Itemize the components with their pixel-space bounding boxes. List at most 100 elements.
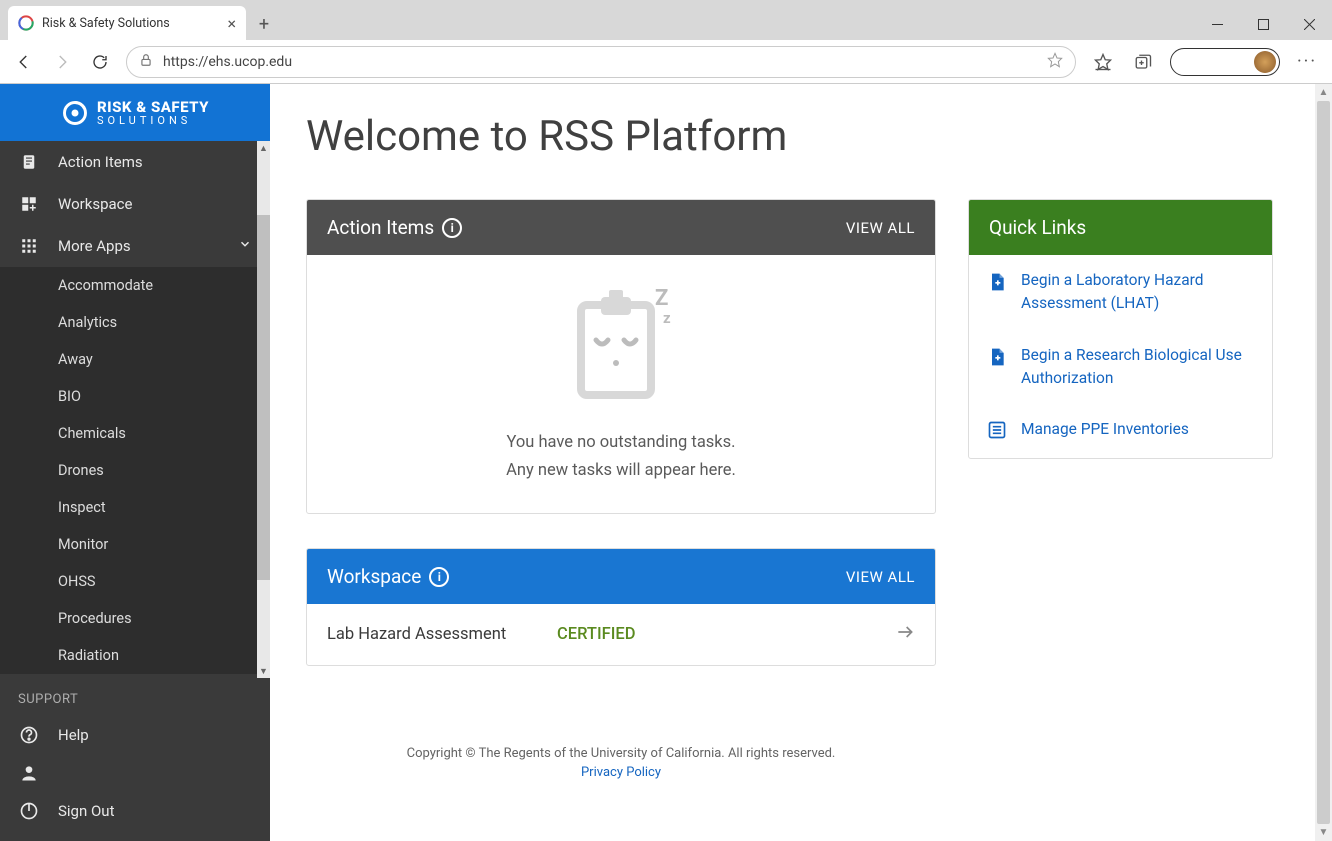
card-title: Action Items: [327, 216, 434, 239]
view-all-button[interactable]: VIEW ALL: [846, 568, 915, 586]
chevron-down-icon: [238, 237, 252, 255]
scroll-up-icon[interactable]: ▲: [257, 141, 270, 155]
empty-line-1: You have no outstanding tasks.: [327, 429, 915, 457]
sidebar-item-label: Sign Out: [58, 802, 114, 820]
sidebar-sub-away[interactable]: Away: [0, 341, 270, 378]
file-add-icon: [987, 346, 1007, 372]
minimize-button[interactable]: [1194, 8, 1240, 40]
view-all-button[interactable]: VIEW ALL: [846, 219, 915, 237]
sidebar-sub-drones[interactable]: Drones: [0, 452, 270, 489]
content: Welcome to RSS Platform Action Items i V…: [270, 84, 1315, 841]
content-wrap: Welcome to RSS Platform Action Items i V…: [270, 84, 1332, 841]
quick-links-card: Quick Links Begin a Laboratory Hazard As…: [968, 199, 1273, 459]
scroll-down-icon[interactable]: ▼: [257, 664, 270, 678]
maximize-button[interactable]: [1240, 8, 1286, 40]
content-scrollbar[interactable]: ▲ ▼: [1315, 84, 1332, 841]
sidebar-scrollbar[interactable]: ▲ ▼: [257, 141, 270, 678]
scrollbar-thumb[interactable]: [257, 215, 270, 580]
address-bar[interactable]: https://ehs.ucop.edu: [126, 46, 1076, 78]
clipboard-icon: [18, 153, 40, 171]
sidebar-sub-radiation[interactable]: Radiation: [0, 637, 270, 674]
scroll-down-icon[interactable]: ▼: [1315, 824, 1332, 841]
workspace-card: Workspace i VIEW ALL Lab Hazard Assessme…: [306, 548, 936, 666]
svg-text:Z: Z: [655, 286, 668, 311]
privacy-link[interactable]: Privacy Policy: [306, 765, 936, 780]
workspace-item-status: CERTIFIED: [557, 625, 895, 644]
workspace-row[interactable]: Lab Hazard Assessment CERTIFIED: [307, 604, 935, 665]
lock-icon: [139, 53, 153, 71]
collections-button[interactable]: [1130, 49, 1156, 75]
quick-link-item[interactable]: Manage PPE Inventories: [969, 404, 1272, 458]
apps-grid-icon: [18, 237, 40, 255]
scroll-up-icon[interactable]: ▲: [1315, 84, 1332, 101]
sidebar-item-label: Action Items: [58, 153, 143, 171]
sidebar-sub-bio[interactable]: BIO: [0, 378, 270, 415]
sidebar-item-help[interactable]: Help: [0, 713, 270, 757]
app-container: RISK & SAFETY SOLUTIONS Action Items Wor…: [0, 84, 1332, 841]
sidebar-support: SUPPORT Help Sign Out: [0, 678, 270, 841]
empty-line-2: Any new tasks will appear here.: [327, 457, 915, 485]
action-items-empty: Z z You have no outstanding tasks. Any n…: [307, 255, 935, 513]
sidebar-sub-accommodate[interactable]: Accommodate: [0, 267, 270, 304]
sidebar-item-action-items[interactable]: Action Items: [0, 141, 270, 183]
favorite-icon[interactable]: [1047, 52, 1063, 72]
info-icon[interactable]: i: [442, 218, 462, 238]
brand-header[interactable]: RISK & SAFETY SOLUTIONS: [0, 84, 270, 141]
favorites-button[interactable]: [1090, 49, 1116, 75]
sidebar-sub-ohss[interactable]: OHSS: [0, 563, 270, 600]
brand-text: RISK & SAFETY SOLUTIONS: [97, 100, 209, 126]
window-controls: [1194, 8, 1332, 40]
svg-text:z: z: [663, 309, 671, 327]
quick-link-label[interactable]: Manage PPE Inventories: [1021, 418, 1189, 441]
card-title: Workspace: [327, 565, 421, 588]
quick-link-label[interactable]: Begin a Research Biological Use Authoriz…: [1021, 344, 1254, 391]
new-tab-button[interactable]: +: [250, 10, 278, 38]
workspace-header: Workspace i VIEW ALL: [307, 549, 935, 604]
sleeping-clipboard-icon: Z z: [551, 275, 691, 415]
refresh-button[interactable]: [88, 50, 112, 74]
quick-links-header: Quick Links: [969, 200, 1272, 255]
tab-favicon-icon: [18, 15, 34, 31]
sidebar-item-label: Workspace: [58, 195, 132, 213]
quick-link-label[interactable]: Begin a Laboratory Hazard Assessment (LH…: [1021, 269, 1254, 316]
sidebar-item-label: Help: [58, 726, 89, 744]
tab-title: Risk & Safety Solutions: [42, 16, 170, 31]
menu-button[interactable]: ···: [1294, 49, 1320, 75]
forward-button[interactable]: [50, 50, 74, 74]
scrollbar-thumb[interactable]: [1317, 101, 1330, 824]
sidebar-item-workspace[interactable]: Workspace: [0, 183, 270, 225]
sidebar-item-signout[interactable]: Sign Out: [0, 789, 270, 833]
support-label: SUPPORT: [0, 678, 270, 713]
sidebar-subsection: Accommodate Analytics Away BIO Chemicals…: [0, 267, 270, 674]
workspace-item-name: Lab Hazard Assessment: [327, 623, 557, 646]
file-add-icon: [987, 271, 1007, 297]
sidebar-item-label: More Apps: [58, 237, 131, 255]
sidebar-sub-chemicals[interactable]: Chemicals: [0, 415, 270, 452]
list-icon: [987, 420, 1007, 444]
user-icon: [18, 763, 40, 783]
sidebar-sub-analytics[interactable]: Analytics: [0, 304, 270, 341]
arrow-right-icon[interactable]: [895, 622, 915, 647]
tab-close-icon[interactable]: ×: [227, 14, 236, 33]
close-window-button[interactable]: [1286, 8, 1332, 40]
power-icon: [18, 801, 40, 821]
page-footer: Copyright © The Regents of the Universit…: [306, 746, 936, 780]
brand-logo-icon: [61, 99, 89, 127]
sidebar-sub-monitor[interactable]: Monitor: [0, 526, 270, 563]
profile-button[interactable]: [1170, 48, 1280, 76]
browser-toolbar: https://ehs.ucop.edu ···: [0, 40, 1332, 84]
sidebar-scroll: Action Items Workspace More Apps Accommo…: [0, 141, 270, 678]
back-button[interactable]: [12, 50, 36, 74]
card-title: Quick Links: [989, 216, 1086, 239]
browser-tab[interactable]: Risk & Safety Solutions ×: [8, 6, 246, 40]
copyright-text: Copyright © The Regents of the Universit…: [407, 746, 836, 761]
sidebar-item-more-apps[interactable]: More Apps: [0, 225, 270, 267]
sidebar-sub-procedures[interactable]: Procedures: [0, 600, 270, 637]
sidebar-item-user[interactable]: [0, 757, 270, 789]
quick-link-item[interactable]: Begin a Laboratory Hazard Assessment (LH…: [969, 255, 1272, 330]
browser-titlebar: Risk & Safety Solutions × +: [0, 0, 1332, 40]
sidebar-sub-inspect[interactable]: Inspect: [0, 489, 270, 526]
info-icon[interactable]: i: [429, 567, 449, 587]
help-icon: [18, 725, 40, 745]
quick-link-item[interactable]: Begin a Research Biological Use Authoriz…: [969, 330, 1272, 405]
